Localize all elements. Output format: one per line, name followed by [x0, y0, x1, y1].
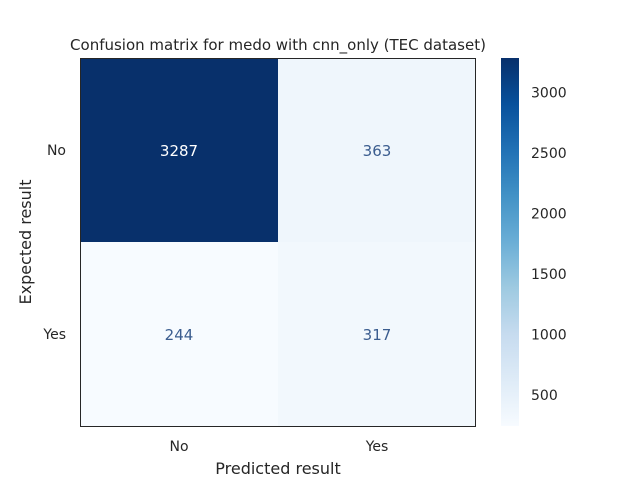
chart-title: Confusion matrix for medo with cnn_only …: [70, 36, 486, 55]
y-tick-label: Yes: [42, 327, 66, 343]
x-axis-label: Predicted result: [215, 459, 340, 478]
colorbar-ticks: 500 1000 1500 2000 2500 3000: [531, 86, 567, 404]
x-tick-label: No: [169, 439, 188, 455]
matrix-cells: [80, 58, 476, 426]
colorbar-tick-label: 500: [531, 388, 558, 404]
colorbar-tick-label: 2500: [531, 146, 567, 162]
matrix-cell: [278, 242, 476, 426]
matrix-cell-value: 244: [165, 326, 194, 344]
x-axis-ticks: No Yes: [169, 439, 388, 455]
y-axis-label: Expected result: [16, 180, 35, 305]
colorbar-tick-label: 1500: [531, 267, 567, 283]
matrix-cell-value: 363: [363, 142, 392, 160]
matrix-cell-value: 317: [363, 326, 392, 344]
colorbar: [501, 58, 519, 426]
colorbar-tick-label: 3000: [531, 86, 567, 102]
matrix-cell: [80, 242, 278, 426]
matrix-cell: [278, 58, 476, 242]
plot-frame: [80, 58, 476, 427]
y-tick-label: No: [47, 143, 66, 159]
matrix-cell: [80, 58, 278, 242]
matrix-cell-labels: 3287 363 244 317: [160, 142, 391, 344]
colorbar-tick-label: 1000: [531, 328, 567, 344]
y-axis-ticks: No Yes: [42, 143, 66, 343]
matrix-cell-value: 3287: [160, 142, 198, 160]
x-tick-label: Yes: [365, 439, 389, 455]
colorbar-tick-label: 2000: [531, 207, 567, 223]
